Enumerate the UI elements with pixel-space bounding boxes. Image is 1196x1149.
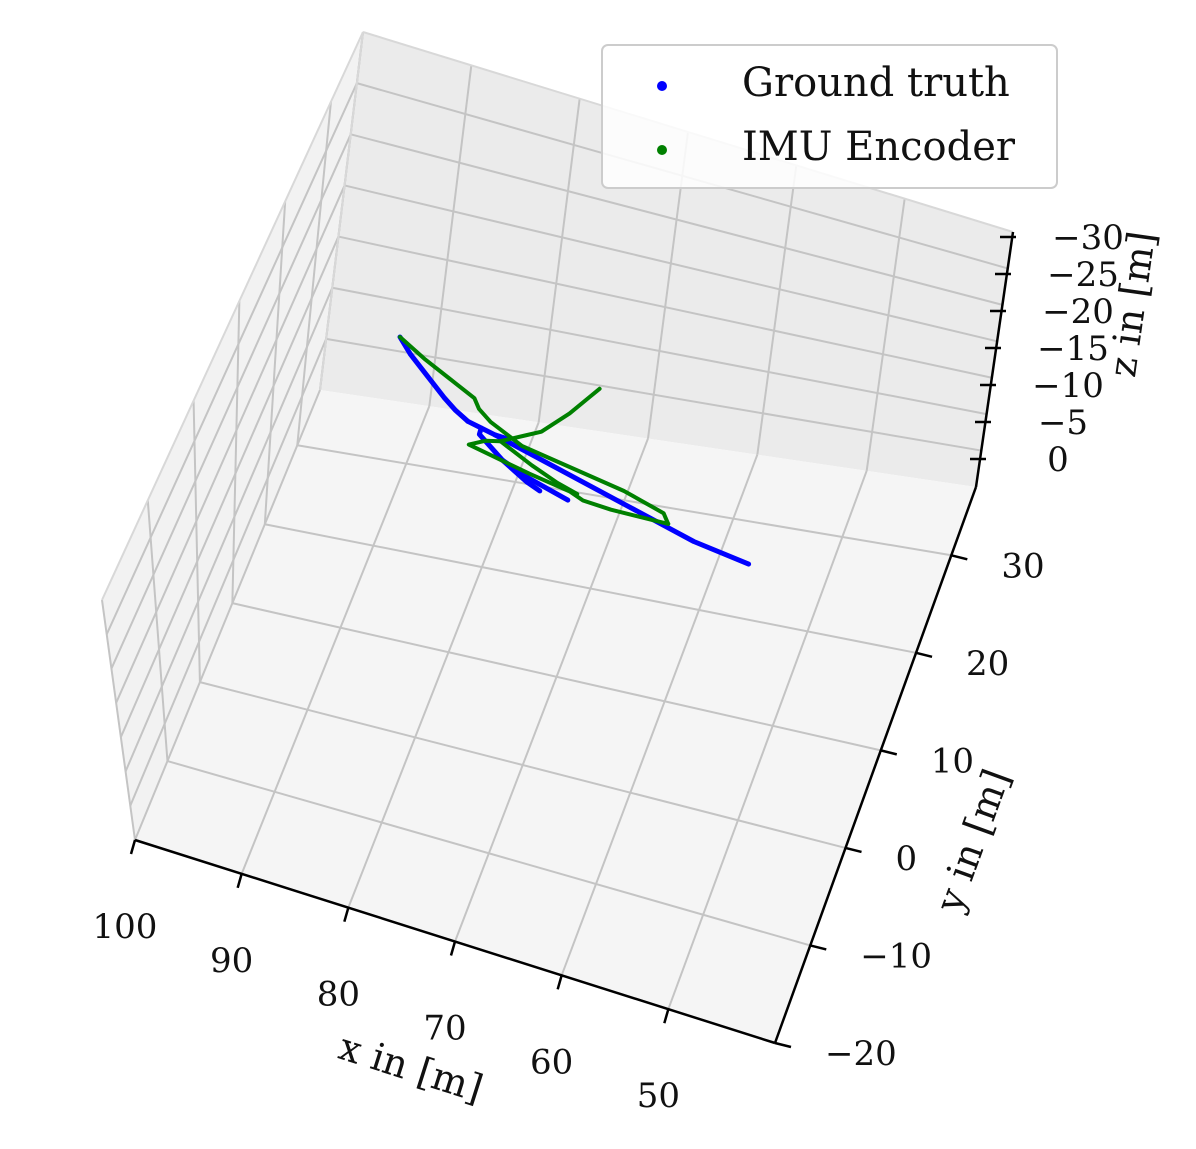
x-tick-label: 50 <box>637 1076 680 1116</box>
x-tick-label: 90 <box>210 941 253 981</box>
grid-line-x <box>667 470 868 1010</box>
trajectory-path <box>498 386 602 444</box>
y-axis-line <box>773 486 978 1044</box>
legend-label-imu-encoder: IMU Encoder <box>742 124 1016 170</box>
y-tick <box>951 554 968 561</box>
grid-line-x-wall <box>865 198 906 471</box>
y-axis-label: y in [m] <box>926 764 1018 919</box>
x-tick-label: 70 <box>423 1009 466 1049</box>
y-tick <box>915 651 933 659</box>
z-tick-label: −5 <box>1038 403 1088 443</box>
grid-line-x <box>454 438 649 942</box>
trajectory-path <box>397 334 471 424</box>
grid-line-left-wall <box>231 301 241 604</box>
grid-line-left-wall <box>296 101 332 446</box>
series-layer <box>397 334 752 567</box>
legend: Ground truth IMU Encoder <box>601 44 1058 189</box>
grid-line-x <box>560 454 759 976</box>
grid-line-z-back <box>350 133 1003 306</box>
x-tick <box>449 941 457 956</box>
grid-line-z-left <box>124 287 334 772</box>
y-tick-label: 10 <box>931 741 974 781</box>
y-tick-label: −10 <box>860 936 932 976</box>
x-tick-label: 100 <box>93 907 158 947</box>
grid-line-left-wall <box>192 400 201 683</box>
legend-box <box>601 44 1058 189</box>
z-tick-label: −20 <box>1042 292 1114 332</box>
trajectory-path <box>476 425 571 503</box>
trajectory-path <box>492 432 752 567</box>
grid-line-x-wall <box>537 98 581 423</box>
trajectory-path <box>466 438 671 526</box>
legend-marker-ground-truth <box>657 81 667 91</box>
grid-line-y <box>199 681 846 849</box>
floor-pane <box>135 390 976 1043</box>
series-imu-encoder <box>398 335 671 526</box>
z-tick-label: −10 <box>1032 366 1104 406</box>
trajectory-path <box>498 439 580 496</box>
y-tick-label: 30 <box>1001 546 1044 586</box>
trajectory-path <box>398 335 671 526</box>
grid-line-x-wall <box>428 65 473 407</box>
grid-line-z-back <box>325 337 982 452</box>
grid-line-z-left <box>129 338 328 807</box>
z-tick-label: 0 <box>1047 440 1069 480</box>
x-tick-label: 80 <box>317 975 360 1015</box>
y-tick-label: 0 <box>896 839 918 879</box>
grid-line-left-wall <box>263 201 287 525</box>
grid-line-left-wall <box>101 599 136 841</box>
grid-line-x <box>240 405 431 875</box>
back-left-pane <box>102 32 363 840</box>
y-tick-label: 20 <box>966 644 1009 684</box>
y-tick <box>809 944 827 951</box>
axis-ticks <box>129 235 1016 1049</box>
x-tick-label: 60 <box>530 1042 573 1082</box>
x-tick <box>129 839 137 855</box>
grid-line-z-back <box>344 184 998 343</box>
grid-line-x <box>134 389 321 841</box>
grid-line-z-left <box>110 133 352 669</box>
x-tick <box>556 974 563 990</box>
y-tick-label: −20 <box>825 1034 897 1074</box>
tick-labels: 10090807060503020100−10−20−30−25−20−15−1… <box>93 218 1124 1116</box>
y-tick <box>774 1041 792 1049</box>
grid-line-z-left <box>119 236 340 738</box>
grid-line-y <box>167 760 811 947</box>
grid-line-z-back <box>338 235 993 379</box>
grid-line-left-wall <box>146 500 169 762</box>
legend-label-ground-truth: Ground truth <box>742 60 1010 106</box>
grid-line-z-left <box>105 82 358 635</box>
z-tick-label: −15 <box>1037 329 1109 369</box>
x-tick <box>343 907 350 923</box>
grid-line-y <box>297 444 952 557</box>
grid-line-z-back <box>332 286 987 416</box>
x-tick <box>236 873 243 889</box>
y-tick <box>880 749 898 756</box>
grid-line-x-wall <box>756 165 798 455</box>
back-right-pane <box>320 32 1013 487</box>
legend-marker-imu-encoder <box>657 145 667 155</box>
y-tick <box>845 846 862 854</box>
grid-line-y <box>232 602 882 752</box>
z-tick-label: −30 <box>1052 218 1124 258</box>
z-tick-label: −25 <box>1047 255 1119 295</box>
grid-line-y <box>264 523 917 654</box>
grid-line-z-left <box>115 185 346 704</box>
grid-line-x <box>347 421 540 909</box>
x-tick <box>663 1008 670 1024</box>
